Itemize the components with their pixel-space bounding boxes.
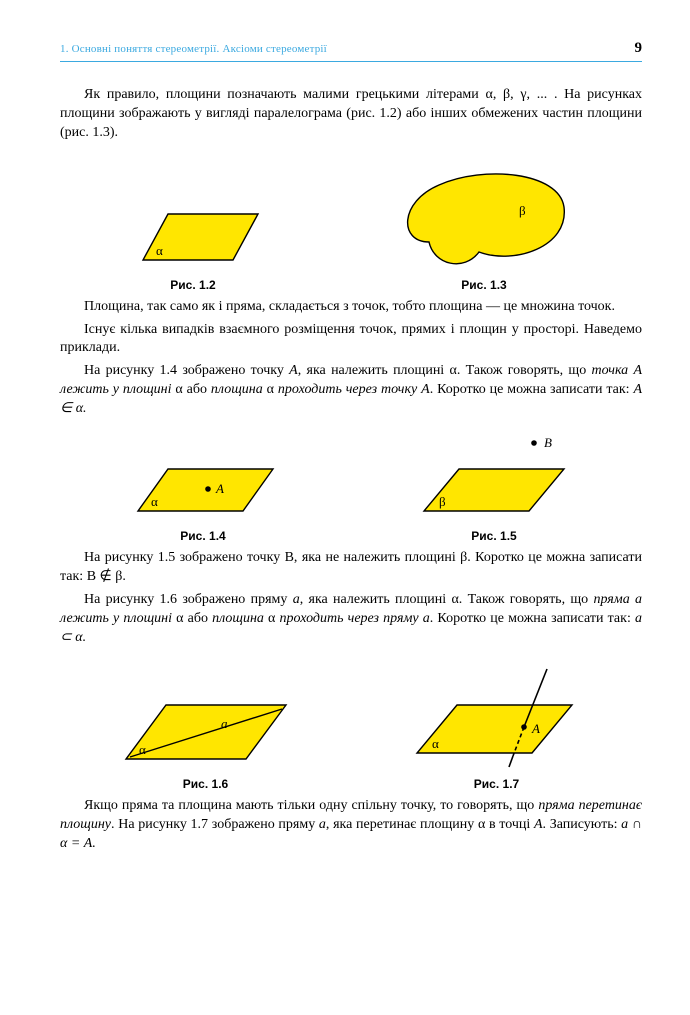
p6-emph-2: площина xyxy=(212,611,264,626)
figure-row-3: α a Рис. 1.6 α A Рис. 1.7 xyxy=(60,661,642,791)
plane-with-line-icon: α a xyxy=(106,681,306,771)
paragraph-4: На рисунку 1.4 зображено точку A, яка на… xyxy=(60,362,642,419)
svg-text:α: α xyxy=(151,494,158,509)
figure-caption-15: Рис. 1.5 xyxy=(404,529,584,543)
p4-point: A xyxy=(289,363,298,378)
figure-1-2: α Рис. 1.2 xyxy=(118,202,268,292)
blob-shape-icon: β xyxy=(384,157,584,272)
p6-emph-3: проходить через пряму a xyxy=(280,611,430,626)
figure-1-3: β Рис. 1.3 xyxy=(384,157,584,292)
figure-1-7: α A Рис. 1.7 xyxy=(397,661,597,791)
paragraph-5: На рисунку 1.5 зображено точку B, яка не… xyxy=(60,549,642,587)
plane-line-intersect-icon: α A xyxy=(397,661,597,771)
p6-text-d: α або xyxy=(172,611,212,626)
p4-text-a: На рисунку 1.4 зображено точку xyxy=(84,363,289,378)
figure-1-5: B β Рис. 1.5 xyxy=(404,433,584,543)
figure-1-4: α A Рис. 1.4 xyxy=(118,453,288,543)
p6-text-h: . Коротко це можна записати так: xyxy=(430,611,635,626)
parallelogram-icon: α xyxy=(118,202,268,272)
svg-text:β: β xyxy=(519,203,526,218)
p7-text-a: Якщо пряма та площина мають тільки одну … xyxy=(84,798,538,813)
p6-line: a xyxy=(293,592,300,607)
figure-caption-14: Рис. 1.4 xyxy=(118,529,288,543)
p6-text-a: На рисунку 1.6 зображено пряму xyxy=(84,592,293,607)
p7-text-e: . Записують: xyxy=(543,817,622,832)
figure-row-1: α Рис. 1.2 β Рис. 1.3 xyxy=(60,157,642,292)
header-title: 1. Основні поняття стереометрії. Аксіоми… xyxy=(60,43,327,55)
figure-caption-16: Рис. 1.6 xyxy=(106,777,306,791)
p6-text-f: α xyxy=(264,611,280,626)
figure-caption-17: Рис. 1.7 xyxy=(397,777,597,791)
svg-text:α: α xyxy=(156,243,163,258)
p6-text-b: , яка належить площині α. Також говорять… xyxy=(300,592,594,607)
plane-with-point-icon: α A xyxy=(118,453,288,523)
p4-text-h: . Коротко це можна записати так: xyxy=(430,382,634,397)
p4-text-f: α xyxy=(263,382,278,397)
page-header: 1. Основні поняття стереометрії. Аксіоми… xyxy=(60,40,642,62)
figure-caption-12: Рис. 1.2 xyxy=(118,278,268,292)
svg-text:β: β xyxy=(439,494,446,509)
plane-with-external-point-icon: B β xyxy=(404,433,584,523)
p7-line: a xyxy=(319,817,326,832)
figure-1-6: α a Рис. 1.6 xyxy=(106,681,306,791)
p7-point: A xyxy=(534,817,543,832)
svg-text:A: A xyxy=(215,481,224,496)
paragraph-1: Як правило, площини позначають малими гр… xyxy=(60,86,642,143)
svg-text:B: B xyxy=(544,435,552,450)
p4-emph-3: проходить через точку A xyxy=(278,382,430,397)
paragraph-7: Якщо пряма та площина мають тільки одну … xyxy=(60,797,642,854)
svg-text:a: a xyxy=(221,716,228,731)
page-container: 1. Основні поняття стереометрії. Аксіоми… xyxy=(0,0,690,1015)
svg-text:A: A xyxy=(531,721,540,736)
svg-text:α: α xyxy=(139,742,146,757)
p7-text-c: . На рисунку 1.7 зображе­но пряму xyxy=(111,817,319,832)
p4-text-b: , яка належить площині α. Також говорять… xyxy=(298,363,592,378)
page-number: 9 xyxy=(635,40,643,57)
svg-text:α: α xyxy=(432,736,439,751)
figure-row-2: α A Рис. 1.4 B β Рис. 1.5 xyxy=(60,433,642,543)
paragraph-3: Існує кілька випадків взаємного розміщен… xyxy=(60,321,642,359)
p4-text-d: α або xyxy=(172,382,211,397)
p7-text-d: , яка перетинає площину α в точці xyxy=(326,817,534,832)
paragraph-2: Площина, так само як і пряма, складаєтьс… xyxy=(60,298,642,317)
p4-emph-2: площина xyxy=(211,382,263,397)
paragraph-6: На рисунку 1.6 зображено пряму a, яка на… xyxy=(60,591,642,648)
figure-caption-13: Рис. 1.3 xyxy=(384,278,584,292)
